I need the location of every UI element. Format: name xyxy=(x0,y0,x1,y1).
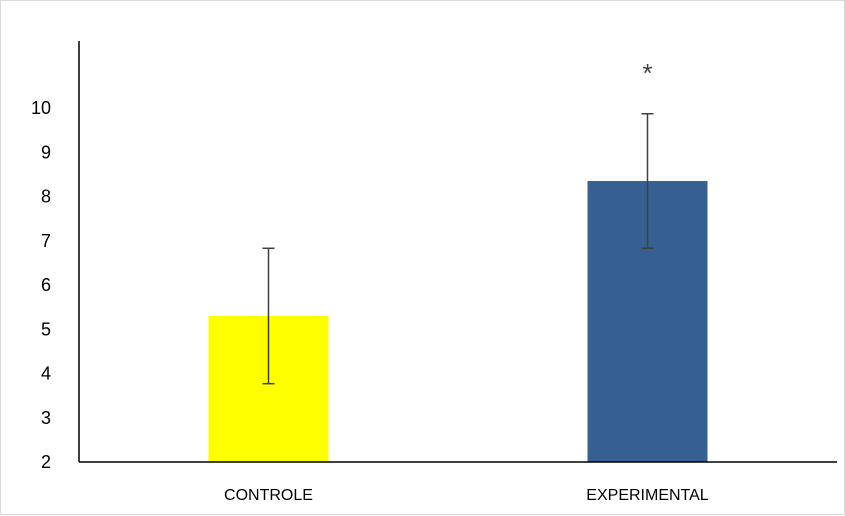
y-tick-label: 4 xyxy=(41,364,51,384)
y-tick-label: 2 xyxy=(41,452,51,472)
x-axis: CONTROLE EXPERIMENTAL xyxy=(79,461,837,504)
y-tick-label: 6 xyxy=(41,275,51,295)
error-bars xyxy=(262,113,654,385)
annotations: * xyxy=(642,58,652,88)
x-category-label: EXPERIMENTAL xyxy=(586,487,709,504)
y-tick-label: 7 xyxy=(41,231,51,251)
y-tick-label: 5 xyxy=(41,319,51,339)
y-axis: 2 3 4 5 6 7 8 9 10 xyxy=(31,41,80,472)
y-tick-label: 3 xyxy=(41,408,51,428)
y-tick-label: 8 xyxy=(41,187,51,207)
significance-marker: * xyxy=(642,58,652,88)
y-tick-label: 9 xyxy=(41,142,51,162)
y-tick-label: 10 xyxy=(31,98,51,118)
x-category-label: CONTROLE xyxy=(224,487,313,504)
bars xyxy=(208,181,708,462)
